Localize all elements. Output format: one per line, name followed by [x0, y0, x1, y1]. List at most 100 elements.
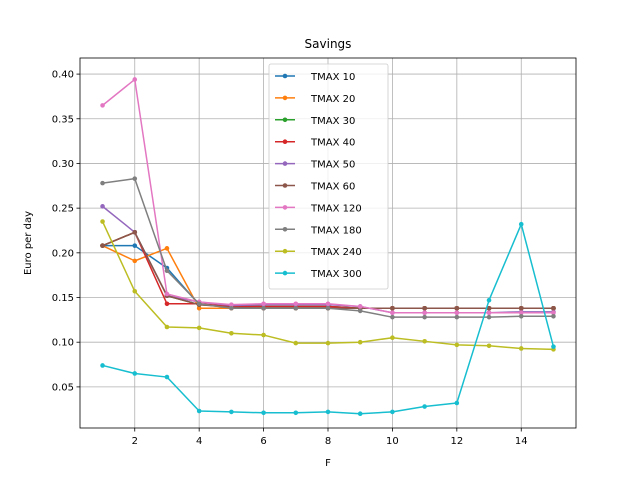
data-point	[357, 304, 363, 309]
data-point	[132, 229, 138, 235]
legend-swatch-marker	[282, 205, 288, 210]
data-point	[164, 268, 170, 274]
data-point	[325, 305, 331, 311]
legend-label: TMAX 40	[310, 138, 355, 149]
legend-label: TMAX 180	[310, 225, 362, 236]
y-tick-label: 0.40	[52, 70, 74, 81]
data-point	[357, 411, 363, 417]
data-point	[196, 408, 202, 414]
data-point	[100, 204, 105, 209]
data-point	[486, 310, 492, 316]
data-point	[132, 243, 138, 248]
data-point	[325, 340, 331, 346]
data-point	[551, 305, 556, 311]
data-point	[261, 332, 266, 338]
data-point	[454, 400, 460, 406]
legend-entry: TMAX 60	[275, 182, 355, 193]
legend-entry: TMAX 30	[275, 116, 355, 127]
x-axis-label: F	[325, 458, 331, 469]
data-point	[390, 310, 395, 316]
legend-entry: TMAX 10	[275, 72, 355, 83]
data-point	[454, 314, 460, 320]
legend-label: TMAX 240	[310, 247, 362, 258]
legend-label: TMAX 50	[310, 160, 355, 171]
data-point	[261, 305, 266, 311]
data-point	[132, 77, 138, 82]
data-point	[357, 308, 363, 314]
data-point	[551, 313, 556, 319]
legend-swatch-marker	[282, 95, 288, 101]
x-tick-label: 12	[450, 436, 463, 447]
data-point	[551, 344, 556, 349]
series-layer	[100, 77, 556, 417]
data-point	[454, 305, 460, 311]
data-point	[196, 305, 202, 311]
x-tick-label: 8	[325, 436, 331, 447]
data-point	[293, 340, 299, 346]
legend-entry: TMAX 50	[275, 160, 355, 171]
data-point	[551, 310, 556, 316]
legend-swatch-marker	[282, 161, 288, 166]
x-tick-label: 2	[132, 436, 138, 447]
series-tmax-300	[100, 221, 556, 417]
data-point	[132, 371, 138, 376]
data-point	[100, 219, 105, 224]
x-tick-label: 10	[386, 436, 399, 447]
y-tick-label: 0.35	[52, 114, 74, 125]
data-point	[390, 409, 395, 415]
axis-ticks: 2 4 6 8 10 12 14 0.05 0.10 0.15 0.20 0.25 0.30 0.35 0.…	[52, 70, 528, 447]
legend-swatch-marker	[282, 248, 288, 254]
data-point	[390, 335, 395, 341]
data-point	[229, 305, 234, 311]
data-point	[229, 330, 234, 336]
legend-swatch-marker	[282, 139, 288, 144]
legend-entry: TMAX 240	[275, 247, 362, 258]
legend-box	[268, 63, 389, 290]
y-tick-label: 0.05	[52, 382, 74, 393]
data-point	[261, 410, 266, 416]
data-point	[422, 310, 427, 316]
legend-label: TMAX 20	[310, 94, 355, 105]
data-point	[390, 305, 395, 311]
legend-swatch-marker	[282, 73, 288, 79]
data-point	[454, 310, 460, 316]
data-point	[486, 314, 492, 320]
data-point	[196, 301, 202, 307]
y-tick-label: 0.20	[52, 248, 74, 259]
legend-swatch-marker	[282, 117, 288, 123]
data-point	[325, 301, 331, 307]
data-point	[518, 346, 524, 351]
x-tick-label: 4	[196, 436, 202, 447]
legend-label: TMAX 120	[310, 203, 362, 214]
y-tick-label: 0.15	[52, 293, 74, 304]
data-point	[390, 314, 395, 320]
data-point	[229, 409, 234, 415]
data-point	[164, 324, 170, 330]
y-axis-label: Euro per day	[23, 211, 34, 275]
data-point	[132, 288, 138, 294]
data-point	[454, 342, 460, 348]
legend-label: TMAX 60	[310, 182, 355, 193]
data-point	[422, 339, 427, 344]
data-point	[293, 301, 299, 307]
legend-swatch-marker	[282, 183, 288, 188]
y-tick-label: 0.10	[52, 338, 74, 349]
legend-entry: TMAX 180	[275, 225, 362, 236]
legend: TMAX 10 TMAX 20 TMAX 30 TMAX 40 TMAX 50 TMAX …	[268, 63, 389, 290]
data-point	[100, 180, 105, 186]
data-point	[422, 305, 427, 311]
data-point	[518, 221, 524, 227]
data-point	[293, 410, 299, 416]
data-point	[196, 325, 202, 331]
series-tmax-120	[100, 77, 556, 316]
data-point	[261, 301, 266, 307]
data-point	[293, 305, 299, 311]
legend-entry: TMAX 300	[275, 269, 362, 280]
legend-label: TMAX 30	[310, 116, 355, 127]
series-tmax-180	[100, 176, 556, 320]
legend-swatch-marker	[282, 227, 288, 232]
data-point	[229, 302, 234, 307]
legend-entry: TMAX 40	[275, 138, 355, 149]
data-point	[422, 404, 427, 409]
